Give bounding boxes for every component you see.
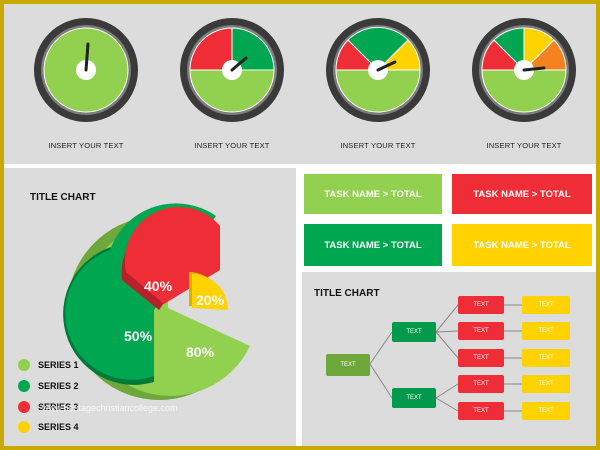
tree-root-node: TEXT xyxy=(326,354,370,376)
tree-l3-node-5: TEXT xyxy=(522,402,570,420)
gauge-3: INSERT YOUR TEXT xyxy=(308,4,448,164)
legend-series3-label: SERIES 3 xyxy=(38,402,79,412)
gauge-2-label: INSERT YOUR TEXT xyxy=(194,141,270,150)
tree-l2-node-5: TEXT xyxy=(458,402,504,420)
pie-chart-title: TITLE CHART xyxy=(30,192,96,203)
tree-chart-panel: TITLE CHART TEXT TEXT TEXT TEXT TEXT TEX xyxy=(302,272,596,446)
watermark-text: www.heritagechristiancollege.com xyxy=(42,403,178,413)
gauge-1-label: INSERT YOUR TEXT xyxy=(48,141,124,150)
legend-series2-label: SERIES 2 xyxy=(38,381,79,391)
legend-series4: SERIES 4 xyxy=(18,420,79,434)
legend-series4-swatch xyxy=(18,421,30,433)
gauge-2: INSERT YOUR TEXT xyxy=(162,4,302,164)
gauge-1: INSERT YOUR TEXT xyxy=(16,4,156,164)
tree-l3-node-3: TEXT xyxy=(522,349,570,367)
tree-l3-node-2: TEXT xyxy=(522,322,570,340)
legend-series2-swatch xyxy=(18,380,30,392)
legend-series4-label: SERIES 4 xyxy=(38,422,79,432)
legend-series2: SERIES 2 xyxy=(18,379,79,393)
pie-label-series1: 80% xyxy=(186,344,215,360)
tree-l2-node-1: TEXT xyxy=(458,296,504,314)
pie-label-series3: 40% xyxy=(144,278,173,294)
pie-label-series2: 50% xyxy=(124,328,153,344)
gauge-3-label: INSERT YOUR TEXT xyxy=(340,141,416,150)
task-card-2: TASK NAME > TOTAL xyxy=(450,172,594,216)
legend-series1: SERIES 1 xyxy=(18,358,79,372)
legend-series1-label: SERIES 1 xyxy=(38,360,79,370)
gauge-4-label: INSERT YOUR TEXT xyxy=(486,141,562,150)
tree-l1-node-2: TEXT xyxy=(392,388,436,408)
tree-l3-node-1: TEXT xyxy=(522,296,570,314)
legend-series3: SERIES 3 xyxy=(18,400,79,414)
dashboard-frame: INSERT YOUR TEXT INSERT YOUR TEXT xyxy=(4,4,596,446)
task-card-1: TASK NAME > TOTAL xyxy=(302,172,444,216)
tree-l2-node-2: TEXT xyxy=(458,322,504,340)
legend-series1-swatch xyxy=(18,359,30,371)
gauges-panel: INSERT YOUR TEXT INSERT YOUR TEXT xyxy=(4,4,596,164)
tree-chart-title: TITLE CHART xyxy=(314,288,380,299)
task-card-4: TASK NAME > TOTAL xyxy=(450,222,594,268)
legend-series3-swatch xyxy=(18,401,30,413)
tree-l2-node-4: TEXT xyxy=(458,375,504,393)
tree-l2-node-3: TEXT xyxy=(458,349,504,367)
task-card-3: TASK NAME > TOTAL xyxy=(302,222,444,268)
tree-l3-node-4: TEXT xyxy=(522,375,570,393)
pie-chart-panel: TITLE CHART 80% 50% 40% 20% SERIES 1 SE xyxy=(4,168,296,446)
tree-l1-node-1: TEXT xyxy=(392,322,436,342)
pie-chart-graphic xyxy=(63,203,251,400)
gauge-4: INSERT YOUR TEXT xyxy=(454,4,594,164)
tree-connectors xyxy=(369,304,522,412)
pie-label-series4: 20% xyxy=(196,292,225,308)
